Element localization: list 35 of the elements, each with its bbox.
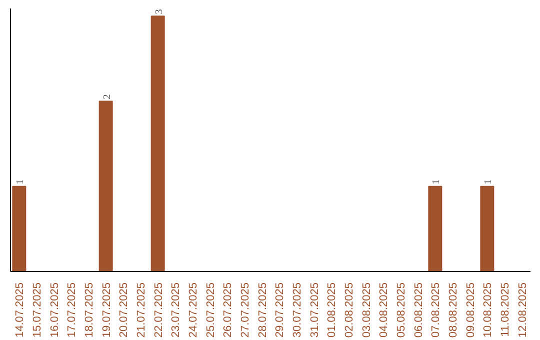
- x-tick-label: 06.08.2025: [412, 282, 425, 338]
- x-tick-label: 25.07.2025: [204, 282, 217, 338]
- x-tick-label: 16.07.2025: [48, 282, 61, 338]
- x-tick-label: 22.07.2025: [152, 282, 165, 338]
- x-tick-label: 26.07.2025: [222, 282, 234, 338]
- data-label: 1: [431, 179, 442, 184]
- x-tick-label: 28.07.2025: [256, 282, 269, 338]
- x-tick-label: 05.08.2025: [396, 282, 408, 338]
- x-tick-label: 31.07.2025: [308, 282, 321, 338]
- x-tick-label: 30.07.2025: [292, 282, 304, 338]
- x-tick-label: 18.07.2025: [84, 282, 96, 338]
- x-tick-label: 14.07.2025: [14, 282, 26, 338]
- x-tick-label: 27.07.2025: [240, 282, 252, 338]
- x-tick-label: 21.07.2025: [136, 282, 148, 338]
- x-tick-label: 12.08.2025: [516, 282, 529, 338]
- x-tick-label: 09.08.2025: [464, 282, 477, 338]
- x-tick-label: 19.07.2025: [100, 282, 113, 338]
- x-tick-label: 15.07.2025: [32, 282, 44, 338]
- data-label: 3: [154, 9, 165, 14]
- x-tick-label: 10.08.2025: [482, 282, 494, 338]
- x-tick-label: 02.08.2025: [344, 282, 356, 338]
- x-tick-label: 17.07.2025: [66, 282, 78, 338]
- x-tick-label: 20.07.2025: [118, 282, 130, 338]
- data-label: 1: [15, 179, 26, 184]
- x-tick-label: 04.08.2025: [378, 282, 390, 338]
- x-tick-label: 01.08.2025: [326, 282, 338, 338]
- x-tick-label: 24.07.2025: [188, 282, 200, 338]
- x-tick-label: 23.07.2025: [170, 282, 182, 338]
- x-tick-label: 08.08.2025: [448, 282, 460, 338]
- x-tick-label: 03.08.2025: [360, 282, 373, 338]
- data-label: 1: [483, 179, 494, 184]
- x-tick-label: 11.08.2025: [500, 282, 512, 337]
- x-tick-label: 29.07.2025: [274, 282, 286, 338]
- data-label: 2: [102, 94, 113, 100]
- x-tick-label: 07.08.2025: [430, 282, 442, 338]
